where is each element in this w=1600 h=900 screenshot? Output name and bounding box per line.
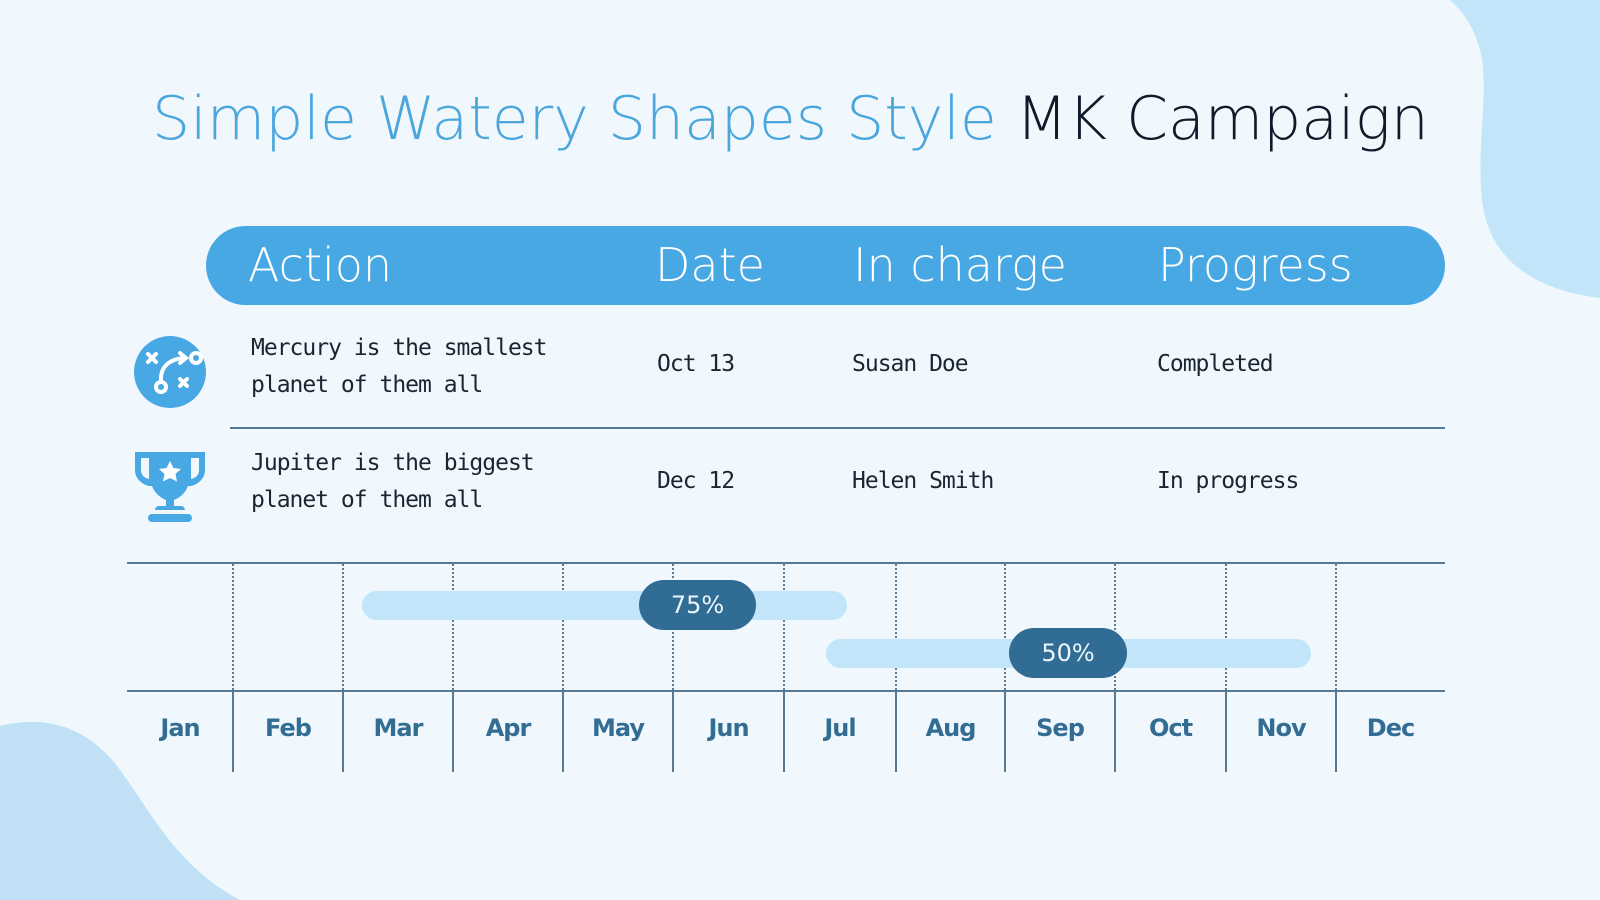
- month-label-aug: Aug: [925, 714, 977, 742]
- gridline: [783, 564, 785, 690]
- month-label-jul: Jul: [824, 714, 856, 742]
- gridline: [342, 564, 344, 690]
- progress-badge-50: 50%: [1009, 628, 1127, 678]
- date-cell: Oct 13: [657, 351, 735, 377]
- month-label-apr: Apr: [485, 714, 532, 742]
- month-separator: [1225, 692, 1227, 772]
- month-separator: [783, 692, 785, 772]
- progress-badge-75: 75%: [639, 580, 756, 630]
- header-progress: Progress: [1158, 238, 1353, 292]
- title-part-2: MK Campaign: [1015, 84, 1429, 154]
- month-separator: [1114, 692, 1116, 772]
- month-separator: [672, 692, 674, 772]
- month-separator: [1004, 692, 1006, 772]
- in-charge-cell: Helen Smith: [852, 468, 994, 494]
- gridline: [1114, 564, 1116, 690]
- row-divider: [230, 427, 1445, 429]
- gridline: [1004, 564, 1006, 690]
- in-charge-cell: Susan Doe: [852, 351, 969, 377]
- month-label-may: May: [592, 714, 645, 742]
- action-cell: Jupiter is the biggest planet of them al…: [251, 445, 535, 519]
- gridline: [232, 564, 234, 690]
- action-line-2: planet of them all: [251, 372, 483, 398]
- month-label-oct: Oct: [1148, 714, 1193, 742]
- month-separator: [562, 692, 564, 772]
- trophy-icon: [135, 452, 205, 522]
- gridline: [895, 564, 897, 690]
- action-line-2: planet of them all: [251, 487, 483, 513]
- month-label-mar: Mar: [373, 714, 424, 742]
- header-date: Date: [655, 238, 765, 292]
- month-separator: [895, 692, 897, 772]
- action-cell: Mercury is the smallest planet of them a…: [251, 330, 547, 404]
- month-separator: [452, 692, 454, 772]
- month-separator: [232, 692, 234, 772]
- month-label-jun: Jun: [708, 714, 749, 742]
- header-in-charge: In charge: [853, 238, 1067, 292]
- table-header: Action Date In charge Progress: [206, 226, 1445, 305]
- top-right-blob: [1450, 0, 1600, 298]
- gantt-bar-1: [362, 591, 847, 620]
- timeline-axis-line: [127, 690, 1445, 692]
- month-label-feb: Feb: [265, 714, 312, 742]
- page-title: Simple Watery Shapes Style MK Campaign: [152, 84, 1429, 154]
- strategy-icon: [134, 336, 206, 408]
- bottom-left-blob: [0, 721, 240, 900]
- action-line-1: Mercury is the smallest: [251, 335, 547, 361]
- gridline: [1335, 564, 1337, 690]
- timeline-top-line: [127, 562, 1445, 564]
- month-separator: [342, 692, 344, 772]
- date-cell: Dec 12: [657, 468, 735, 494]
- month-label-nov: Nov: [1256, 714, 1306, 742]
- month-label-sep: Sep: [1036, 714, 1085, 742]
- title-part-1: Simple Watery Shapes Style: [152, 84, 997, 154]
- header-action: Action: [248, 238, 393, 292]
- gridline: [562, 564, 564, 690]
- gridline: [452, 564, 454, 690]
- progress-cell: In progress: [1157, 468, 1299, 494]
- progress-cell: Completed: [1157, 351, 1274, 377]
- month-label-jan: Jan: [160, 714, 200, 742]
- month-separator: [1335, 692, 1337, 772]
- action-line-1: Jupiter is the biggest: [251, 450, 535, 476]
- gridline: [1225, 564, 1227, 690]
- month-label-dec: Dec: [1366, 714, 1415, 742]
